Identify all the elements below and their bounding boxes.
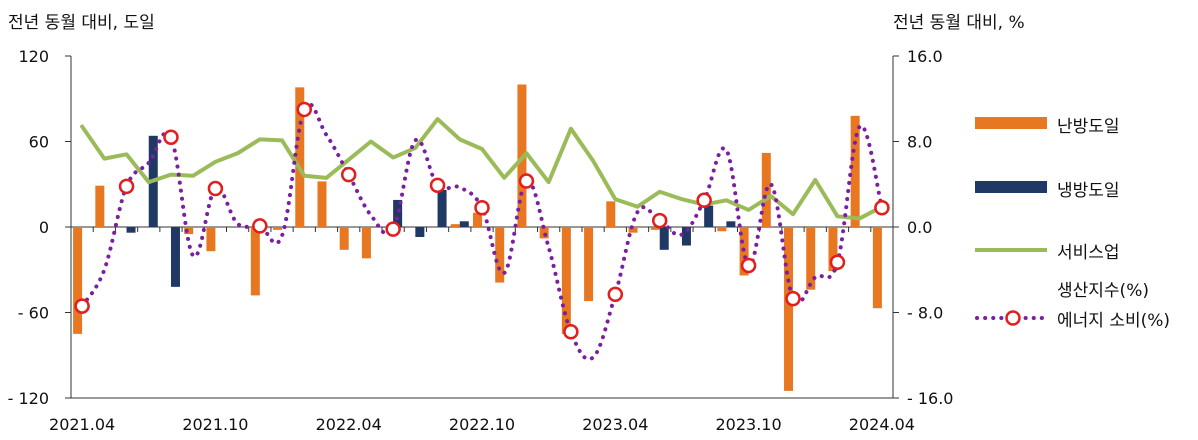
- bar-heating-degree-days: [717, 227, 727, 232]
- legend-label-heating: 난방도일: [1057, 117, 1120, 137]
- left-tick-label: 120: [18, 47, 49, 66]
- bar-heating-degree-days: [561, 227, 571, 334]
- bar-heating-degree-days: [872, 227, 882, 309]
- marker-energy-consumption: [829, 254, 846, 271]
- right-tick-label: 16.0: [907, 47, 943, 66]
- marker-energy-consumption: [563, 323, 579, 340]
- bar-heating-degree-days: [184, 227, 194, 235]
- x-tick-label: 2023.04: [582, 415, 648, 434]
- x-tick-label: 2022.04: [316, 415, 382, 434]
- bar-heating-degree-days: [584, 227, 594, 302]
- marker-energy-consumption: [163, 129, 179, 145]
- marker-energy-consumption: [385, 221, 401, 237]
- x-tick-label: 2021.10: [182, 415, 248, 434]
- legend-label-energy: 에너지 소비(%): [1057, 311, 1171, 331]
- bar-cooling-degree-days: [393, 199, 403, 227]
- marker-energy-consumption: [429, 177, 446, 194]
- x-tick-label: 2024.04: [849, 415, 915, 434]
- x-tick-label: 2022.10: [449, 415, 515, 434]
- bar-heating-degree-days: [317, 181, 327, 227]
- marker-energy-consumption: [740, 257, 757, 274]
- legend-swatch-service: [975, 248, 1047, 252]
- bar-cooling-degree-days: [659, 227, 669, 250]
- bar-cooling-degree-days: [459, 221, 469, 227]
- right-tick-label: - 16.0: [907, 389, 953, 408]
- bar-cooling-degree-days: [126, 227, 136, 233]
- marker-energy-consumption: [874, 200, 890, 216]
- bar-heating-degree-days: [761, 152, 771, 227]
- bar-heating-degree-days: [828, 227, 838, 272]
- marker-energy-consumption: [696, 192, 712, 209]
- marker-energy-consumption: [207, 180, 224, 197]
- left-tick-label: - 120: [8, 389, 49, 408]
- bar-heating-degree-days: [650, 227, 660, 230]
- marker-energy-consumption: [651, 212, 668, 229]
- bar-heating-degree-days: [339, 227, 349, 250]
- bar-heating-degree-days: [450, 224, 460, 227]
- bar-cooling-degree-days: [704, 205, 714, 227]
- marker-energy-consumption: [340, 166, 357, 183]
- legend-swatch-energy: [975, 310, 1051, 326]
- bar-heating-degree-days: [73, 227, 83, 334]
- legend-swatch-cooling: [975, 181, 1047, 193]
- legend-label-service-line1: 서비스업: [1057, 243, 1120, 263]
- bar-cooling-degree-days: [170, 227, 180, 287]
- marker-energy-consumption: [296, 101, 313, 118]
- bar-heating-degree-days: [850, 115, 860, 227]
- legend-label-service-line2: 생산지수(%): [1057, 281, 1149, 301]
- left-axis-unit-label: 전년 동월 대비, 도일: [8, 13, 155, 33]
- bar-heating-degree-days: [361, 227, 371, 259]
- marker-energy-consumption: [74, 298, 90, 314]
- left-tick-label: 0: [39, 218, 49, 237]
- line-service-production-index: [80, 117, 884, 221]
- left-tick-label: 60: [29, 133, 49, 152]
- bar-heating-degree-days: [495, 227, 505, 283]
- right-tick-label: 8.0: [907, 133, 932, 152]
- marker-energy-consumption: [518, 173, 535, 189]
- right-tick-label: - 8.0: [907, 304, 943, 323]
- right-axis-unit-label: 전년 동월 대비, %: [893, 13, 1025, 33]
- marker-energy-consumption: [118, 178, 135, 195]
- bar-heating-degree-days: [606, 201, 616, 227]
- marker-energy-consumption: [474, 200, 490, 216]
- legend-label-cooling: 냉방도일: [1057, 181, 1120, 201]
- bar-heating-degree-days: [295, 87, 305, 227]
- marker-energy-consumption: [785, 290, 801, 307]
- bar-heating-degree-days: [250, 227, 260, 296]
- bar-cooling-degree-days: [437, 189, 447, 227]
- bar-heating-degree-days: [784, 227, 794, 391]
- marker-energy-consumption: [607, 286, 624, 303]
- bar-heating-degree-days: [473, 212, 482, 227]
- right-tick-label: 0.0: [907, 218, 932, 237]
- left-tick-label: - 60: [18, 304, 49, 323]
- bar-heating-degree-days: [539, 227, 549, 239]
- marker-energy-consumption: [252, 218, 268, 234]
- bar-cooling-degree-days: [681, 227, 691, 246]
- x-tick-label: 2023.10: [716, 415, 782, 434]
- bar-heating-degree-days: [806, 227, 816, 290]
- bar-heating-degree-days: [628, 227, 638, 233]
- bar-heating-degree-days: [95, 185, 105, 227]
- bar-cooling-degree-days: [726, 221, 736, 227]
- legend-swatch-heating: [975, 117, 1047, 129]
- bar-heating-degree-days: [206, 227, 216, 252]
- bar-heating-degree-days: [273, 227, 283, 230]
- line-energy-consumption: [80, 102, 884, 362]
- x-tick-label: 2021.04: [49, 415, 115, 434]
- bar-cooling-degree-days: [415, 227, 425, 237]
